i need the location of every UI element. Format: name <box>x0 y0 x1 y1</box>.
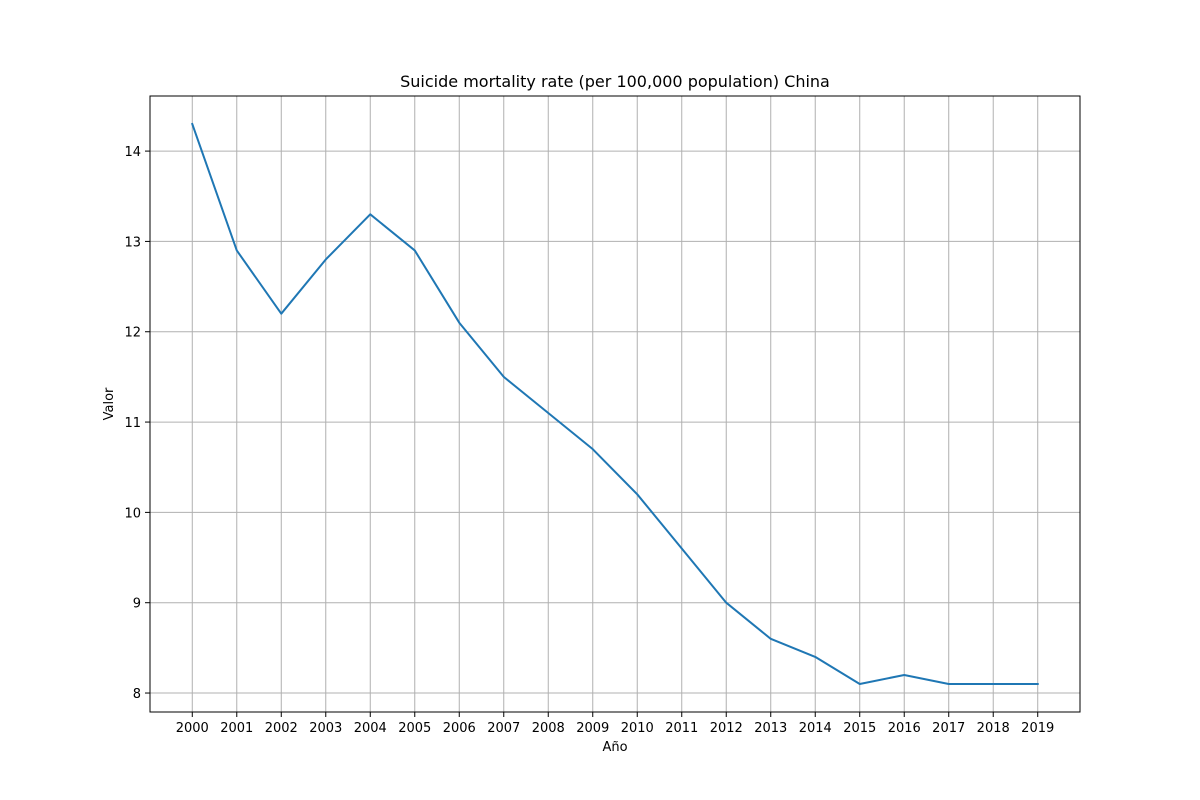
y-tick-label: 13 <box>124 235 141 250</box>
y-tick-label: 8 <box>133 687 141 702</box>
series-line <box>190 122 1039 685</box>
x-tick-label: 2014 <box>799 721 832 736</box>
x-tick-label: 2004 <box>354 721 387 736</box>
x-tick-label: 2002 <box>265 721 298 736</box>
x-tick-label: 2012 <box>710 721 743 736</box>
x-tick-label: 2008 <box>532 721 565 736</box>
x-tick-label: 2010 <box>621 721 654 736</box>
x-tick-label: 2006 <box>443 721 476 736</box>
x-tick-label: 2017 <box>932 721 965 736</box>
y-axis-label: Valor <box>102 387 117 420</box>
y-tick-label: 9 <box>133 597 141 612</box>
y-tick-label: 10 <box>124 506 141 521</box>
x-tick-label: 2000 <box>176 721 209 736</box>
series-layer <box>190 122 1039 685</box>
y-axis-ticks: 8 9 10 11 12 13 14 <box>124 145 150 702</box>
x-tick-label: 2009 <box>576 721 609 736</box>
plot-area-frame <box>149 95 1081 713</box>
x-tick-label: 2016 <box>888 721 921 736</box>
chart-title: Suicide mortality rate (per 100,000 popu… <box>400 72 830 91</box>
x-tick-label: 2011 <box>665 721 698 736</box>
x-axis-ticks: 2000 2001 2002 2003 2004 2005 2006 2007 2008 2009… <box>176 712 1054 736</box>
y-tick-label: 11 <box>124 416 141 431</box>
x-tick-label: 2003 <box>309 721 342 736</box>
x-tick-label: 2005 <box>398 721 431 736</box>
x-tick-label: 2007 <box>487 721 520 736</box>
y-tick-label: 12 <box>124 326 141 341</box>
x-tick-label: 2001 <box>220 721 253 736</box>
x-tick-label: 2019 <box>1021 721 1054 736</box>
x-tick-label: 2018 <box>977 721 1010 736</box>
y-tick-label: 14 <box>124 145 141 160</box>
x-tick-label: 2013 <box>754 721 787 736</box>
x-tick-label: 2015 <box>843 721 876 736</box>
grid-lines <box>150 96 1080 712</box>
x-axis-label: Año <box>602 740 627 755</box>
